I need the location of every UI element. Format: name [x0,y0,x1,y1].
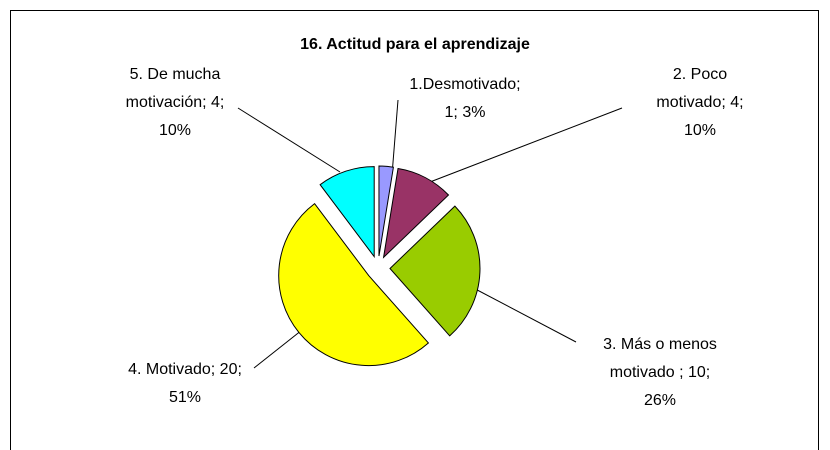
data-label: motivado ; 10; [610,364,711,381]
data-label: 26% [644,392,676,409]
pie-slice [382,167,450,259]
data-label: 1; 3% [445,104,486,121]
data-label: 5. De mucha [130,66,221,83]
data-label: motivación; 4; [126,94,225,111]
data-label: 10% [684,122,716,139]
leader-line [429,107,623,183]
pie-slice [389,205,481,337]
data-label: motivado; 4; [656,94,743,111]
chart-title: 16. Actitud para el aprendizaje [300,36,530,53]
data-label: 3. Más o menos [603,336,717,353]
data-label: 1.Desmotivado; [409,76,520,93]
leader-lines [237,99,623,369]
data-label: 10% [159,122,191,139]
chart-frame [10,10,819,450]
data-label: 51% [169,389,201,406]
data-label: 4. Motivado; 20; [128,361,242,378]
leader-line [237,107,341,173]
leader-line [391,99,399,176]
pie-slice [378,165,394,257]
pie-slice [319,166,375,259]
pie-slice [278,202,430,367]
leader-line [461,281,577,343]
data-label: 2. Poco [673,66,727,83]
leader-line [253,329,303,369]
